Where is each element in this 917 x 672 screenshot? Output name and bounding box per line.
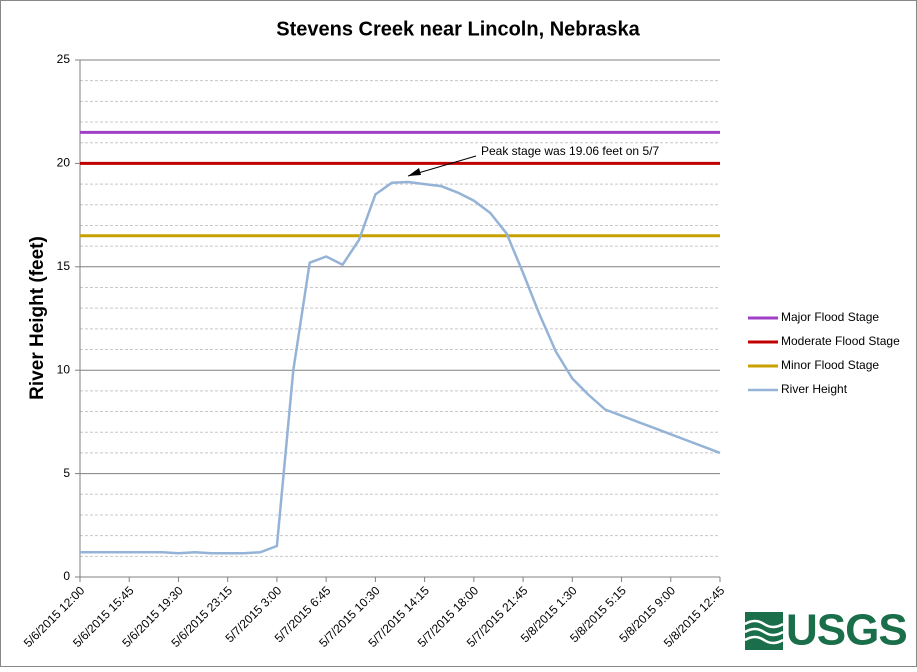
logo-text: USGS [786,606,907,655]
plot [80,130,721,555]
y-tick-label: 25 [57,52,71,66]
logo: USGS [744,606,908,655]
annotation: Peak stage was 19.06 feet on 5/7 [481,144,659,158]
series-line [80,180,721,555]
legend-label: River Height [781,382,848,396]
y-tick-label: 5 [63,466,70,480]
y-tick-label: 15 [57,259,71,273]
logo-waves [744,619,784,645]
y-tick-label: 20 [57,156,71,170]
legend-label: Major Flood Stage [781,310,879,324]
legend-label: Minor Flood Stage [781,358,879,372]
y-tick-label: 0 [63,569,70,583]
annotation-arrowhead [408,168,421,176]
y-axis-label: River Height (feet) [27,236,48,400]
legend-label: Moderate Flood Stage [781,334,900,348]
chart-title: Stevens Creek near Lincoln, Nebraska [276,18,640,40]
y-tick-label: 10 [57,362,71,376]
